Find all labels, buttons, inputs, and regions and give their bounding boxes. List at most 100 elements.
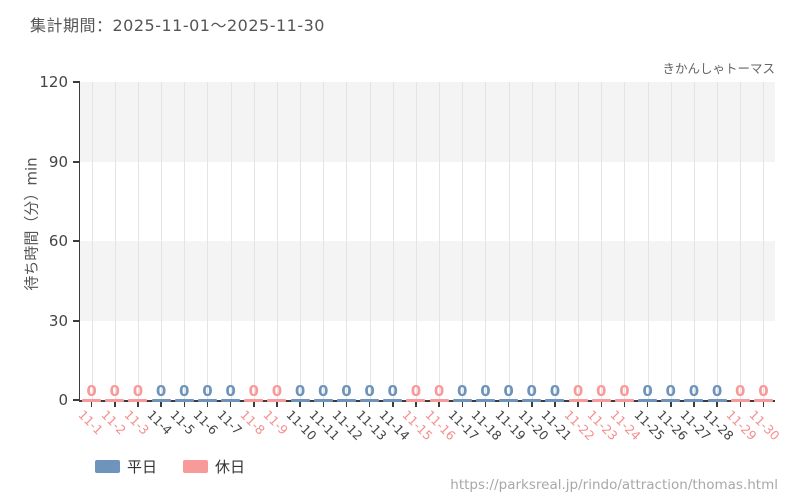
bar-weekday — [290, 399, 310, 402]
value-label: 0 — [688, 382, 700, 400]
vertical-gridline — [114, 82, 116, 400]
vertical-gridline — [462, 82, 464, 400]
value-label: 0 — [642, 382, 653, 400]
vertical-gridline — [276, 82, 278, 400]
x-tick-mark — [299, 402, 301, 407]
x-tick-mark — [600, 402, 602, 407]
vertical-gridline — [578, 82, 580, 400]
bar-holiday — [614, 399, 634, 402]
legend-item-weekday: 平日 — [95, 456, 157, 477]
legend-swatch-weekday — [95, 460, 120, 473]
bar-holiday — [82, 399, 102, 402]
value-label: 0 — [433, 382, 445, 400]
x-date-label: 11-8 — [237, 407, 268, 438]
x-tick-mark — [253, 402, 255, 407]
x-tick-mark — [206, 402, 209, 407]
vertical-gridline — [369, 82, 371, 400]
value-label: 0 — [665, 382, 676, 400]
vertical-gridline — [392, 82, 394, 400]
bar-weekday — [545, 399, 565, 402]
x-axis-line — [78, 400, 775, 402]
x-date-label: 11-2 — [98, 407, 129, 438]
vertical-gridline — [531, 82, 533, 400]
bar-weekday — [151, 399, 171, 402]
vertical-gridline — [601, 82, 603, 400]
x-tick-mark — [322, 402, 324, 407]
x-tick-mark — [554, 402, 556, 407]
bar-weekday — [174, 399, 194, 402]
bar-weekday — [360, 399, 380, 402]
value-label: 0 — [248, 382, 259, 400]
x-date-label: 11-6 — [190, 407, 222, 438]
value-label: 0 — [179, 382, 190, 400]
value-label: 0 — [758, 382, 769, 400]
vertical-gridline — [323, 82, 325, 400]
value-label: 0 — [225, 382, 236, 400]
legend-label: 平日 — [127, 458, 158, 476]
value-label: 0 — [503, 382, 514, 400]
value-label: 0 — [86, 382, 97, 400]
vertical-gridline — [439, 82, 441, 400]
bar-weekday — [475, 399, 495, 402]
vertical-gridline — [253, 82, 255, 400]
chart-legend: 平日 休日 — [95, 456, 245, 477]
y-tick-label: 90 — [48, 152, 68, 171]
x-tick-mark — [392, 402, 394, 407]
x-tick-mark — [762, 402, 765, 407]
bar-weekday — [522, 399, 542, 402]
x-tick-mark — [739, 402, 741, 407]
vertical-gridline — [184, 82, 186, 400]
y-tick-label: 60 — [48, 232, 68, 250]
bar-holiday — [128, 399, 148, 402]
bar-weekday — [383, 399, 403, 402]
y-tick-label: 0 — [58, 391, 68, 409]
value-label: 0 — [711, 382, 723, 400]
legend-label: 休日 — [215, 458, 246, 476]
value-label: 0 — [364, 382, 375, 400]
x-tick-mark — [577, 402, 579, 407]
vertical-gridline — [554, 82, 556, 400]
y-tick-mark — [73, 319, 80, 322]
x-tick-mark — [415, 402, 417, 407]
x-tick-mark — [229, 402, 232, 407]
x-tick-mark — [693, 402, 695, 407]
vertical-gridline — [207, 82, 209, 400]
x-tick-mark — [345, 402, 348, 407]
bar-weekday — [221, 399, 241, 402]
x-tick-mark — [531, 402, 533, 407]
vertical-gridline — [415, 82, 417, 400]
vertical-gridline — [763, 82, 765, 400]
x-date-label: 11-9 — [260, 407, 291, 438]
bar-weekday — [313, 399, 333, 402]
bar-weekday — [499, 399, 519, 402]
y-tick-label: 120 — [39, 73, 68, 91]
value-label: 0 — [735, 382, 746, 400]
x-tick-mark — [484, 402, 487, 407]
x-tick-mark — [716, 402, 718, 407]
x-tick-mark — [646, 402, 649, 407]
plot-area: 0 30 60 90 120 0 11-1 0 11-2 0 11-3 0 11-4 0 11-5 0 11-6… — [39, 73, 783, 443]
value-label: 0 — [155, 382, 167, 400]
vertical-gridline — [624, 82, 626, 400]
bar-holiday — [568, 399, 588, 402]
bar-holiday — [406, 399, 426, 402]
value-label: 0 — [341, 382, 352, 400]
value-label: 0 — [202, 382, 213, 400]
bar-holiday — [429, 399, 449, 402]
vertical-gridline — [485, 82, 487, 400]
aggregation-period-title: 集計期間：2025-11-01～2025-11-30 — [30, 16, 325, 35]
vertical-gridline — [300, 82, 302, 400]
x-tick-mark — [114, 402, 116, 407]
value-label: 0 — [457, 382, 468, 400]
value-label: 0 — [109, 382, 120, 400]
value-label: 0 — [387, 382, 398, 400]
x-tick-mark — [90, 402, 93, 407]
value-label: 0 — [480, 382, 491, 400]
x-tick-mark — [507, 402, 510, 407]
bar-weekday — [336, 399, 356, 402]
y-tick-mark — [73, 160, 80, 163]
x-date-label: 11-3 — [121, 407, 152, 438]
value-label: 0 — [596, 382, 607, 400]
vertical-gridline — [508, 82, 510, 400]
